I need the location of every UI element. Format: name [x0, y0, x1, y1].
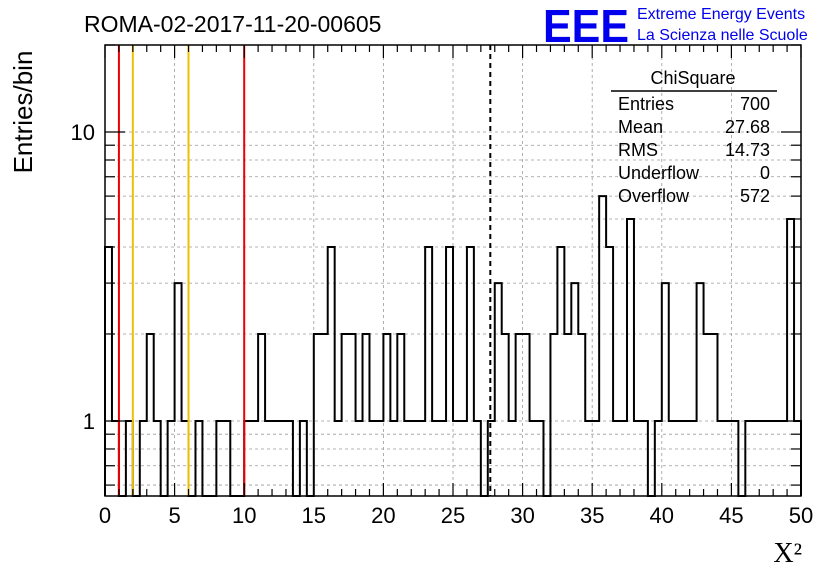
stats-value-overflow: 572	[740, 186, 770, 206]
histogram-bin	[258, 334, 265, 496]
stats-value-rms: 14.73	[725, 140, 770, 160]
stats-label-rms: RMS	[618, 140, 658, 160]
axis-ticks: 0 5 10 15 20 25 30 35 40 45 50 1 10	[71, 44, 813, 528]
histogram	[104, 195, 802, 497]
stats-box: ChiSquare Entries 700 Mean 27.68 RMS 14.…	[611, 68, 777, 206]
histogram-bin	[523, 334, 530, 496]
x-tick-label: 35	[580, 503, 604, 528]
histogram-outline	[104, 195, 802, 497]
histogram-bin	[425, 247, 432, 496]
x-tick-label: 15	[302, 503, 326, 528]
histogram-bin	[516, 334, 523, 496]
chart-title: ROMA-02-2017-11-20-00605	[84, 11, 381, 37]
x-tick-label: 50	[789, 503, 813, 528]
histogram-bin	[697, 283, 704, 496]
histogram-bin	[606, 247, 613, 496]
histogram-bin	[564, 334, 571, 496]
histogram-bin	[662, 283, 669, 496]
logo-line2: La Scienza nelle Scuole	[637, 27, 808, 44]
stats-label-underflow: Underflow	[618, 163, 700, 183]
x-tick-label: 10	[232, 503, 256, 528]
stats-value-mean: 27.68	[725, 117, 770, 137]
logo-mark: EEE	[543, 0, 629, 52]
histogram-bin	[704, 334, 711, 496]
histogram-bin	[349, 334, 356, 496]
histogram-bin	[578, 334, 585, 496]
histogram-bin	[342, 334, 349, 496]
x-axis-label: X²	[773, 538, 802, 569]
histogram-bin	[397, 334, 404, 496]
histogram-bin	[105, 247, 112, 496]
histogram-bin	[467, 247, 474, 496]
histogram-bin	[787, 219, 794, 496]
histogram-bin	[599, 196, 606, 496]
histogram-bin	[363, 334, 370, 496]
stats-value-underflow: 0	[760, 163, 770, 183]
logo-line1: Extreme Energy Events	[637, 6, 805, 23]
y-axis-label: Entries/bin	[8, 51, 38, 174]
histogram-bin	[550, 334, 557, 496]
eee-logo: EEE Extreme Energy Events La Scienza nel…	[543, 0, 808, 52]
histogram-bin	[557, 247, 564, 496]
histogram-bin	[175, 283, 182, 496]
histogram-bin	[321, 334, 328, 496]
threshold-lines	[117, 45, 492, 496]
stats-label-entries: Entries	[618, 94, 674, 114]
histogram-bin	[328, 247, 335, 496]
x-tick-label: 25	[441, 503, 465, 528]
x-tick-label: 40	[650, 503, 674, 528]
histogram-bin	[147, 334, 154, 496]
y-tick-label: 1	[83, 409, 95, 434]
x-tick-label: 30	[510, 503, 534, 528]
histogram-bin	[502, 334, 509, 496]
histogram-bin	[314, 334, 321, 496]
stats-label-overflow: Overflow	[618, 186, 690, 206]
histogram-bin	[711, 334, 718, 496]
plot-frame	[104, 44, 802, 497]
histogram-bin	[446, 247, 453, 496]
histogram-bin	[495, 283, 502, 496]
stats-label-mean: Mean	[618, 117, 663, 137]
stats-value-entries: 700	[740, 94, 770, 114]
x-tick-label: 5	[168, 503, 180, 528]
y-tick-label: 10	[71, 120, 95, 145]
stats-title: ChiSquare	[650, 68, 735, 88]
x-tick-label: 0	[99, 503, 111, 528]
histogram-bin	[627, 219, 634, 496]
histogram-bin	[383, 334, 390, 496]
x-tick-label: 45	[719, 503, 743, 528]
histogram-bin	[571, 283, 578, 496]
x-tick-label: 20	[371, 503, 395, 528]
